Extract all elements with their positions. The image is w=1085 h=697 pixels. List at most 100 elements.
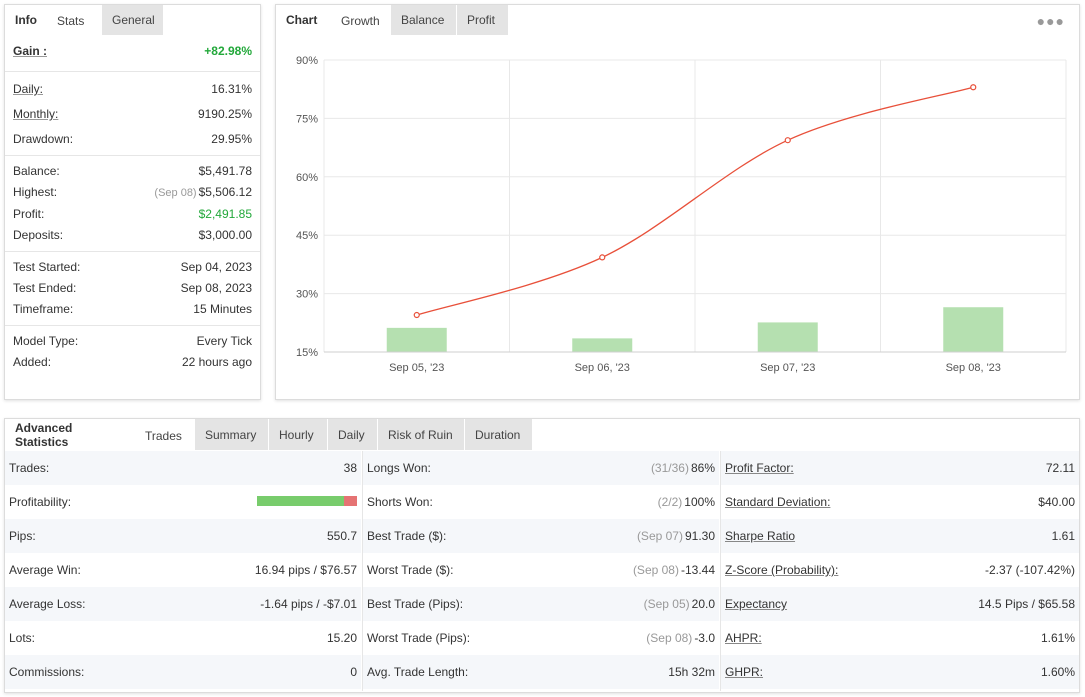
growth-point: [413, 311, 420, 319]
tab-hourly[interactable]: Hourly: [269, 419, 328, 450]
stat-muted: (Sep 08): [632, 563, 679, 577]
tab-growth[interactable]: Growth: [331, 5, 391, 35]
growth-point: [599, 254, 606, 261]
stat-value: 0: [350, 665, 357, 679]
test-started-row: Test Started: Sep 04, 2023: [13, 257, 252, 277]
bar: [386, 327, 447, 352]
tab-balance[interactable]: Balance: [391, 5, 457, 35]
stat-value: 72.11: [1045, 461, 1075, 475]
stat-value-wrap: 16.94 pips / $76.57: [255, 563, 357, 577]
tab-general[interactable]: General: [102, 5, 164, 35]
balance-value: $5,491.78: [198, 164, 252, 178]
tab-daily[interactable]: Daily: [328, 419, 378, 450]
stat-row: Expectancy 14.5 Pips / $65.58: [721, 587, 1079, 621]
test-started-label: Test Started:: [13, 260, 81, 274]
drawdown-label: Drawdown:: [13, 132, 74, 146]
info-panel: Info Stats General Gain : +82.98% Daily:…: [4, 4, 261, 400]
stat-value-wrap: 550.7: [327, 529, 357, 543]
highest-label: Highest:: [13, 185, 58, 199]
chart-panel: Chart Growth Balance Profit ●●● 90% 75% 60…: [275, 4, 1080, 400]
test-ended-label: Test Ended:: [13, 281, 77, 295]
timeframe-label: Timeframe:: [13, 302, 74, 316]
stat-row: Shorts Won: (2/2) 100%: [363, 485, 719, 519]
tab-profit[interactable]: Profit: [457, 5, 509, 35]
stat-value: 550.7: [326, 529, 357, 543]
stat-row: Standard Deviation: $40.00: [721, 485, 1079, 519]
tab-duration[interactable]: Duration: [465, 419, 533, 450]
gain-label: Gain :: [13, 44, 48, 58]
more-dots-icon[interactable]: ●●●: [1036, 13, 1065, 29]
stat-muted: (31/36): [650, 461, 689, 475]
stat-muted: (Sep 07): [636, 529, 683, 543]
stat-label: Best Trade (Pips):: [367, 597, 464, 611]
tab-trades[interactable]: Trades: [135, 419, 195, 450]
profitability-bar: [257, 496, 357, 506]
stat-row: Pips: 550.7: [5, 519, 361, 553]
stat-label: Avg. Trade Length:: [367, 665, 469, 679]
stat-label: Pips:: [9, 529, 36, 543]
x-tick-label: Sep 05, '23: [389, 362, 444, 374]
stat-label: Longs Won:: [367, 461, 431, 475]
stat-label: Worst Trade (Pips):: [367, 631, 471, 645]
stat-row: Z-Score (Probability): -2.37 (-107.42%): [721, 553, 1079, 587]
model-type-value: Every Tick: [196, 334, 252, 348]
y-tick-label: 30%: [296, 289, 318, 301]
tab-summary[interactable]: Summary: [195, 419, 269, 450]
balance-label: Balance:: [13, 164, 60, 178]
stat-value-wrap: (Sep 08) -13.44: [633, 563, 715, 577]
profitability-win-fill: [257, 496, 344, 506]
tab-chart[interactable]: Chart: [276, 5, 331, 35]
timeframe-value: 15 Minutes: [193, 302, 252, 316]
x-tick-label: Sep 07, '23: [760, 362, 815, 374]
stat-value: 20.0: [691, 597, 715, 611]
stat-row: Profitability:: [5, 485, 361, 519]
daily-label: Daily:: [13, 82, 44, 96]
stat-row: Lots: 15.20: [5, 621, 361, 655]
y-tick-label: 45%: [296, 230, 318, 242]
stat-row: GHPR: 1.60%: [721, 655, 1079, 689]
stat-label: Expectancy: [725, 597, 788, 611]
stat-value: -3.0: [694, 631, 715, 645]
bar: [943, 307, 1004, 352]
stat-label: Average Win:: [9, 563, 81, 577]
stat-value-wrap: (Sep 05) 20.0: [644, 597, 715, 611]
stat-value: 91.30: [684, 529, 715, 543]
deposits-label: Deposits:: [13, 228, 64, 242]
stat-label: Profit Factor:: [725, 461, 794, 475]
column-divider: [720, 451, 721, 691]
stat-label: Profitability:: [9, 495, 72, 509]
stat-label: Shorts Won:: [367, 495, 433, 509]
stat-value-wrap: -2.37 (-107.42%): [985, 563, 1075, 577]
added-label: Added:: [13, 355, 52, 369]
tab-risk-of-ruin[interactable]: Risk of Ruin: [378, 419, 465, 450]
highest-date: (Sep 08): [154, 187, 197, 199]
stat-label: Lots:: [9, 631, 36, 645]
tab-stats[interactable]: Stats: [47, 5, 102, 35]
stat-value-wrap: (2/2) 100%: [658, 495, 715, 509]
stat-value: -2.37 (-107.42%): [984, 563, 1075, 577]
chart-tabbar: Chart Growth Balance Profit: [276, 5, 1079, 35]
stat-label: Z-Score (Probability):: [725, 563, 839, 577]
stat-value-wrap: -1.64 pips / -$7.01: [260, 597, 357, 611]
stat-row: Average Loss: -1.64 pips / -$7.01: [5, 587, 361, 621]
info-tabbar: Info Stats General: [5, 5, 260, 35]
daily-row: Daily: 16.31%: [13, 79, 252, 99]
stat-row: Profit Factor: 72.11: [721, 451, 1079, 485]
stat-value-wrap: (Sep 08) -3.0: [646, 631, 715, 645]
divider: [5, 71, 260, 72]
monthly-value: 9190.25%: [197, 107, 252, 121]
stat-row: Trades: 38: [5, 451, 361, 485]
stat-label: GHPR:: [725, 665, 764, 679]
y-tick-label: 15%: [296, 347, 318, 359]
tab-info[interactable]: Info: [5, 5, 47, 35]
divider: [5, 251, 260, 252]
stat-value-wrap: 15.20: [327, 631, 357, 645]
added-row: Added: 22 hours ago: [13, 352, 252, 372]
monthly-label: Monthly:: [13, 107, 59, 121]
stat-value-wrap: [257, 495, 357, 509]
stat-muted: (2/2): [657, 495, 683, 509]
monthly-row: Monthly: 9190.25%: [13, 104, 252, 124]
deposits-value: $3,000.00: [198, 228, 252, 242]
gain-row: Gain : +82.98%: [13, 41, 252, 61]
stat-value-wrap: 38: [344, 461, 357, 475]
